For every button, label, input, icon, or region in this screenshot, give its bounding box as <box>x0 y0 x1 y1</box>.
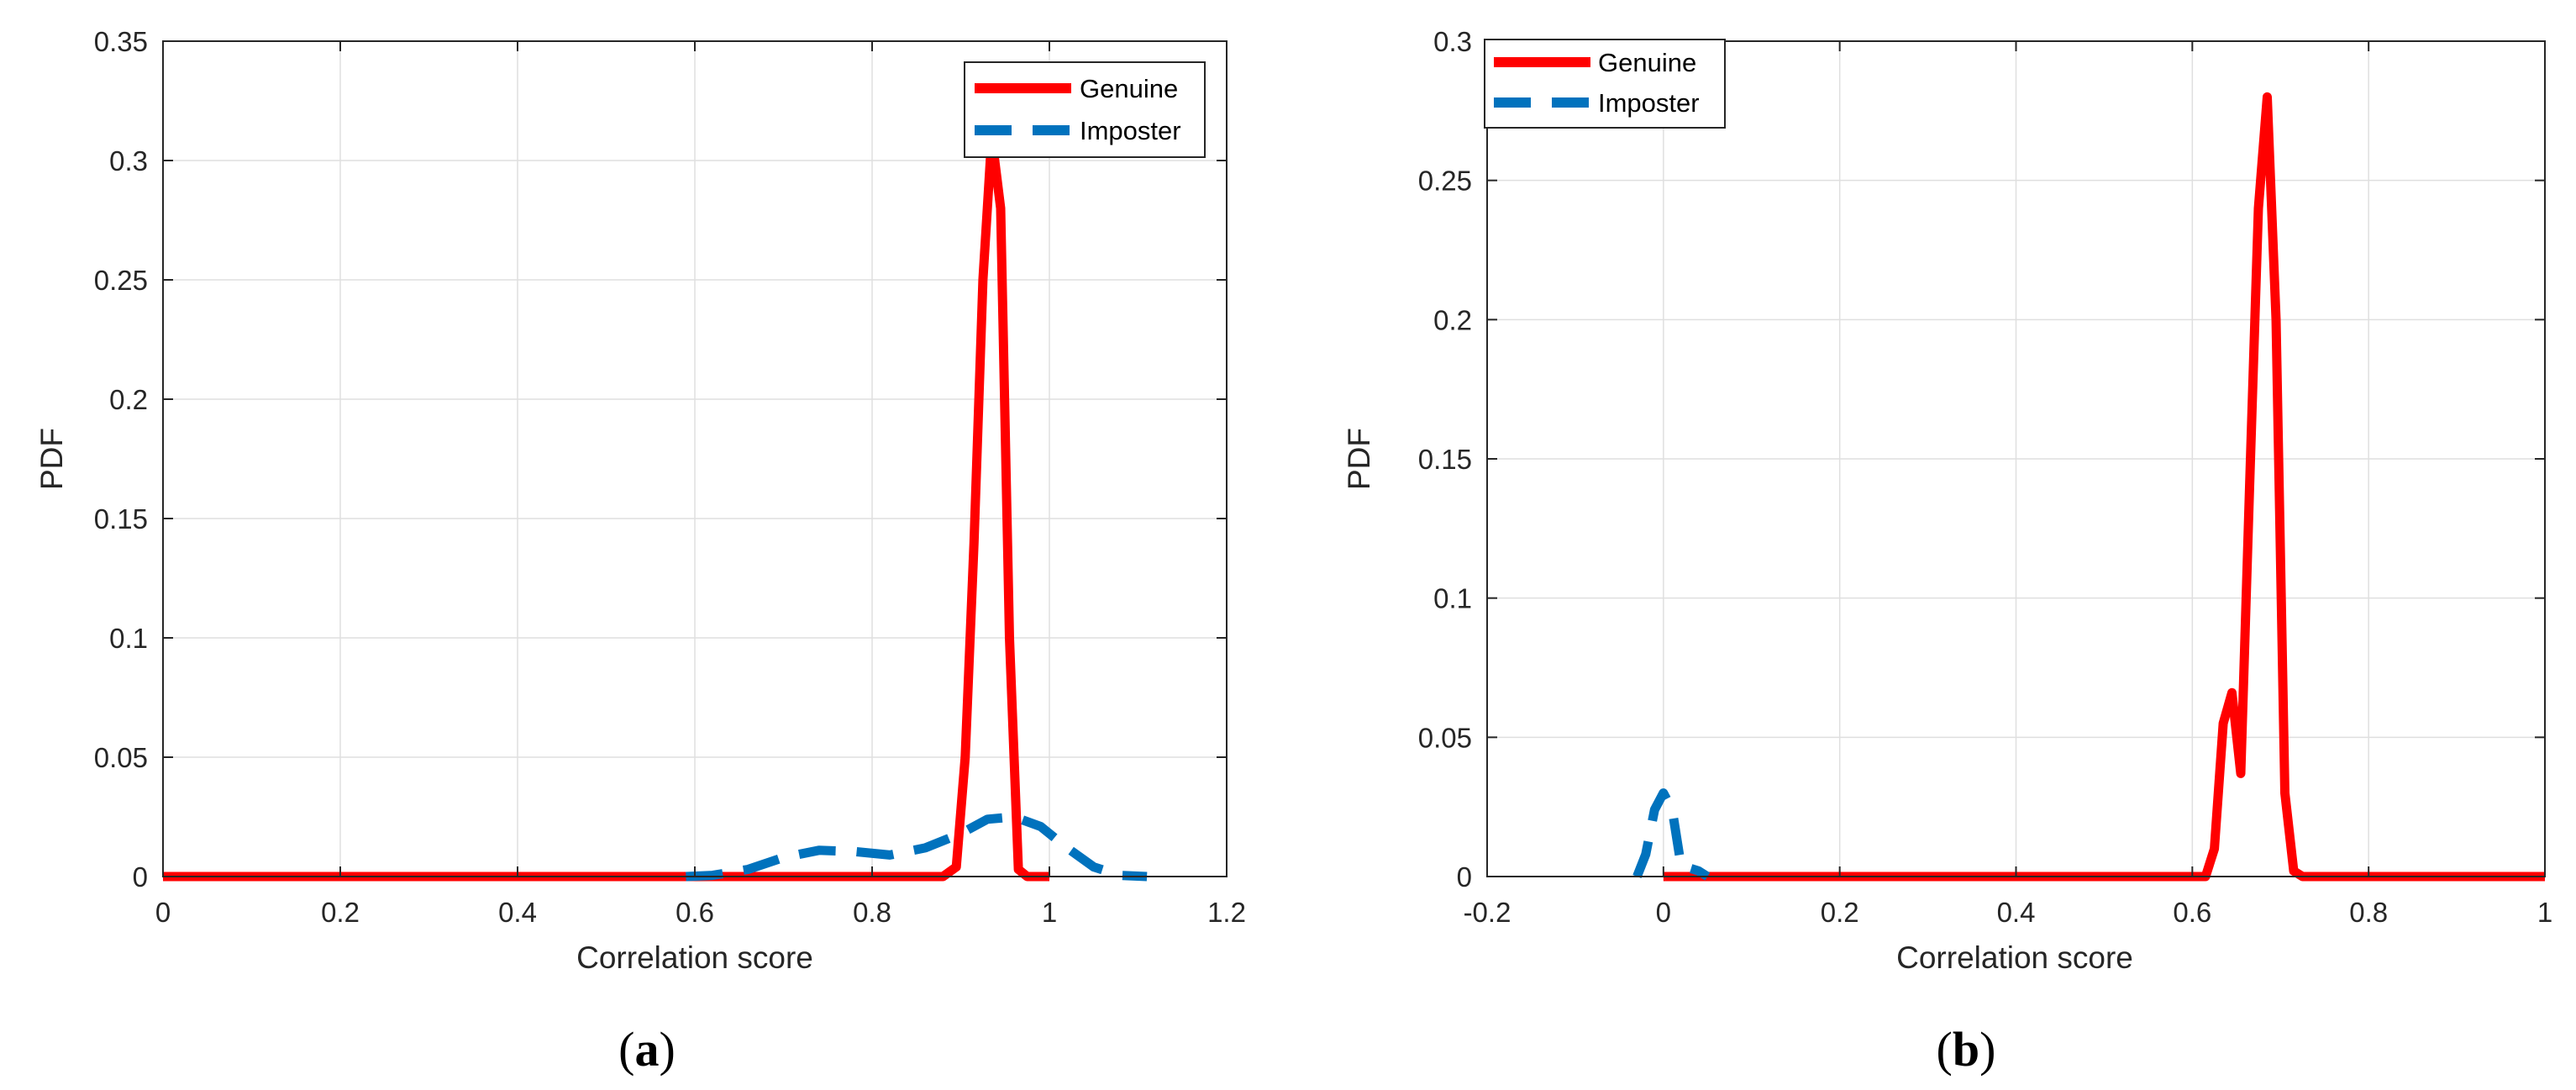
panel-a-lines <box>163 132 1148 882</box>
panel-a: 0 0.2 0.4 0.6 0.8 1 1.2 0 0.05 0.1 0.15 … <box>34 26 1246 1077</box>
panel-a-grid <box>162 40 1228 877</box>
panel-b-xlabel: Correlation score <box>1896 940 2133 975</box>
panel-b-xtick-label: 0.8 <box>2349 897 2388 928</box>
panel-a-xtick-label: 0 <box>155 897 171 928</box>
panel-b-xtick-label: -0.2 <box>1464 897 1511 928</box>
panel-b-ylabel: PDF <box>1342 428 1376 490</box>
panel-b-lines <box>1632 92 2545 882</box>
panel-b-ytick-label: 0.05 <box>1418 722 1472 753</box>
panel-a-ytick-label: 0.05 <box>94 742 148 773</box>
panel-a-caption: (a) <box>618 1022 676 1077</box>
panel-a-legend-box <box>964 61 1206 158</box>
panel-b-ytick-label: 0.1 <box>1433 583 1472 614</box>
panel-b-caption-letter: b <box>1953 1022 1979 1077</box>
panel-a-xtick-label: 1.2 <box>1207 897 1246 928</box>
panel-b-xtick-label: 0.6 <box>2173 897 2211 928</box>
panel-b-legend-box <box>1484 39 1726 129</box>
panel-b: -0.2 0 0.2 0.4 0.6 0.8 1 0 0.05 0.1 0.15… <box>1342 26 2552 1077</box>
panel-a-xtick-labels: 0 0.2 0.4 0.6 0.8 1 1.2 <box>155 897 1246 928</box>
panel-a-legend-genuine-label: Genuine <box>1080 74 1178 103</box>
panel-b-ticks <box>1486 40 2546 877</box>
panel-a-ytick-label: 0.15 <box>94 503 148 534</box>
panel-b-caption: (b) <box>1937 1022 1996 1077</box>
panel-b-xtick-label: 1 <box>2537 897 2552 928</box>
panel-a-xtick-label: 1 <box>1042 897 1057 928</box>
panel-b-ytick-label: 0.15 <box>1418 444 1472 475</box>
panel-b-xtick-labels: -0.2 0 0.2 0.4 0.6 0.8 1 <box>1464 897 2553 928</box>
panel-a-legend: Genuine Imposter <box>964 61 1206 158</box>
panel-b-series-imposter <box>1632 788 1711 881</box>
panel-b-legend-imposter-label: Imposter <box>1598 88 1700 118</box>
panel-b-ytick-labels: 0 0.05 0.1 0.15 0.2 0.25 0.3 <box>1418 26 1472 893</box>
panel-a-legend-imposter-label: Imposter <box>1080 116 1181 145</box>
panel-a-xtick-label: 0.8 <box>853 897 891 928</box>
panel-b-legend: Genuine Imposter <box>1484 39 1726 129</box>
panel-a-ytick-label: 0.2 <box>109 384 148 415</box>
panel-a-series-genuine <box>163 132 1049 882</box>
panel-b-xtick-label: 0.2 <box>1821 897 1859 928</box>
panel-a-xtick-label: 0.2 <box>321 897 360 928</box>
panel-a-ytick-label: 0.1 <box>109 623 148 654</box>
panel-a-caption-letter: a <box>635 1022 660 1077</box>
panel-a-ytick-label: 0.3 <box>109 145 148 176</box>
panel-a-ytick-label: 0.35 <box>94 26 148 57</box>
panel-a-ytick-labels: 0 0.05 0.1 0.15 0.2 0.25 0.3 0.35 <box>94 26 148 893</box>
panel-a-ylabel: PDF <box>34 428 69 490</box>
panel-b-legend-genuine-label: Genuine <box>1598 48 1696 77</box>
panel-b-series-genuine <box>1663 92 2545 882</box>
panel-a-xtick-label: 0.4 <box>498 897 537 928</box>
panel-b-xtick-label: 0.4 <box>1997 897 2036 928</box>
panel-a-xlabel: Correlation score <box>576 940 813 975</box>
panel-b-xtick-label: 0 <box>1656 897 1671 928</box>
panel-a-ytick-label: 0 <box>133 861 148 893</box>
panel-a-series-imposter <box>686 812 1148 882</box>
panel-a-xtick-label: 0.6 <box>676 897 714 928</box>
panel-b-ytick-label: 0.25 <box>1418 166 1472 197</box>
panel-a-ticks <box>162 40 1228 877</box>
panel-b-grid <box>1486 40 2546 877</box>
panel-a-ytick-label: 0.25 <box>94 265 148 296</box>
panel-b-ytick-label: 0.2 <box>1433 304 1472 335</box>
panel-b-ytick-label: 0 <box>1457 861 1472 893</box>
panel-b-ytick-label: 0.3 <box>1433 26 1472 57</box>
